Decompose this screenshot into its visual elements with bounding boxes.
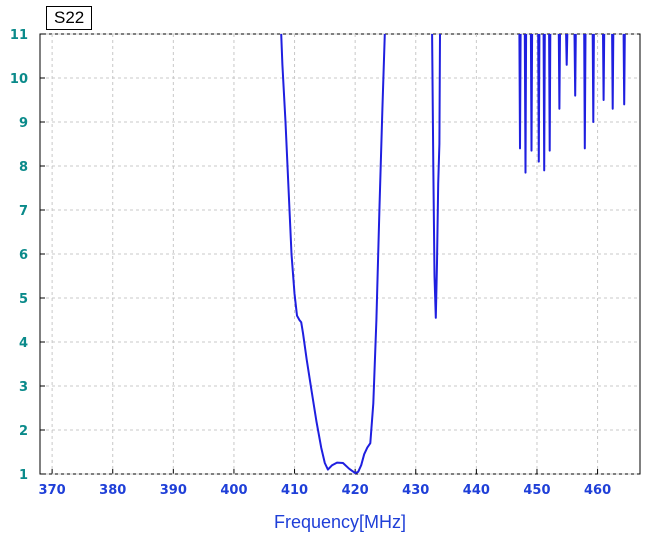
y-tick-label: 11 (10, 28, 28, 43)
series-line-segment (602, 33, 606, 101)
series-line-segment (529, 33, 534, 152)
y-tick-label: 3 (19, 380, 28, 395)
series-line-segment (542, 33, 546, 172)
grid (40, 33, 640, 475)
series-lines (280, 33, 626, 475)
x-tick-label: 440 (463, 483, 490, 498)
series-line-segment (583, 33, 587, 150)
y-tick-label: 1 (19, 468, 28, 483)
y-tick-label: 5 (19, 292, 28, 307)
x-tick-label: 430 (402, 483, 429, 498)
y-tick-label: 4 (19, 336, 28, 351)
series-line-segment (548, 33, 552, 152)
series-line-segment (591, 33, 595, 123)
x-tick-labels: 370 380 390 400 410 420 430 440 450 460 (39, 483, 612, 498)
series-line-segment (280, 33, 386, 475)
x-tick-label: 400 (220, 483, 247, 498)
legend-box: S22 (46, 6, 93, 30)
x-axis-label: Frequency[MHz] (273, 512, 407, 532)
y-tick-label: 10 (10, 72, 28, 87)
x-tick-label: 460 (584, 483, 611, 498)
y-tick-label: 9 (19, 116, 28, 131)
series-line-segment (622, 33, 626, 106)
x-tick-label: 380 (99, 483, 126, 498)
series-line-segment (557, 33, 561, 110)
y-tick-label: 6 (19, 248, 28, 263)
series-line-segment (573, 33, 577, 97)
y-tick-labels: 1 2 3 4 5 6 7 8 9 10 11 (10, 28, 28, 483)
y-tick-label: 8 (19, 160, 28, 175)
y-tick-label: 7 (19, 204, 28, 219)
series-line-segment (565, 33, 569, 66)
series-line-segment (523, 33, 528, 174)
x-tick-label: 390 (160, 483, 187, 498)
series-line-segment (537, 33, 541, 163)
x-tick-label: 370 (39, 483, 66, 498)
x-tick-label: 410 (281, 483, 308, 498)
y-tick-label: 2 (19, 424, 28, 439)
series-line-segment (611, 33, 615, 110)
series-line-segment (431, 33, 441, 319)
x-tick-label: 420 (342, 483, 369, 498)
series-line-segment (518, 33, 522, 150)
x-tick-label: 450 (523, 483, 550, 498)
